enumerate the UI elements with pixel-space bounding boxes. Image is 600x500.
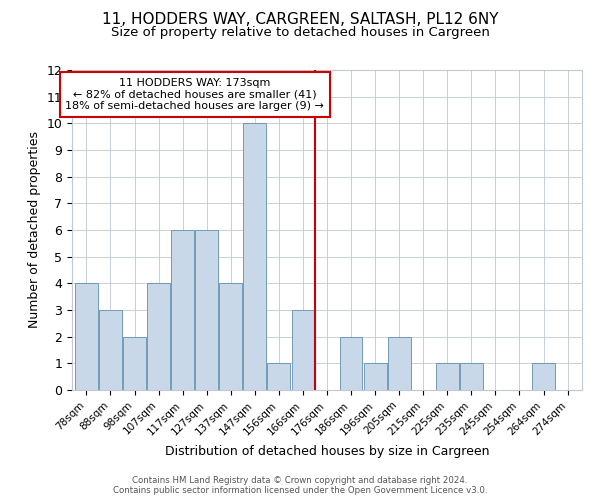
Bar [171, 230, 194, 390]
Bar [268, 364, 290, 390]
Text: Size of property relative to detached houses in Cargreen: Size of property relative to detached ho… [110, 26, 490, 39]
Bar [195, 230, 218, 390]
Bar [364, 364, 386, 390]
Bar [460, 364, 483, 390]
Bar [244, 124, 266, 390]
Bar [292, 310, 314, 390]
Text: 11 HODDERS WAY: 173sqm
← 82% of detached houses are smaller (41)
18% of semi-det: 11 HODDERS WAY: 173sqm ← 82% of detached… [65, 78, 324, 111]
Text: Contains HM Land Registry data © Crown copyright and database right 2024.
Contai: Contains HM Land Registry data © Crown c… [113, 476, 487, 495]
Bar [340, 336, 362, 390]
Bar [220, 284, 242, 390]
Bar [532, 364, 555, 390]
Bar [436, 364, 459, 390]
Bar [75, 284, 98, 390]
Bar [147, 284, 170, 390]
Bar [388, 336, 410, 390]
Bar [123, 336, 146, 390]
X-axis label: Distribution of detached houses by size in Cargreen: Distribution of detached houses by size … [165, 445, 489, 458]
Text: 11, HODDERS WAY, CARGREEN, SALTASH, PL12 6NY: 11, HODDERS WAY, CARGREEN, SALTASH, PL12… [102, 12, 498, 28]
Y-axis label: Number of detached properties: Number of detached properties [28, 132, 41, 328]
Bar [99, 310, 122, 390]
